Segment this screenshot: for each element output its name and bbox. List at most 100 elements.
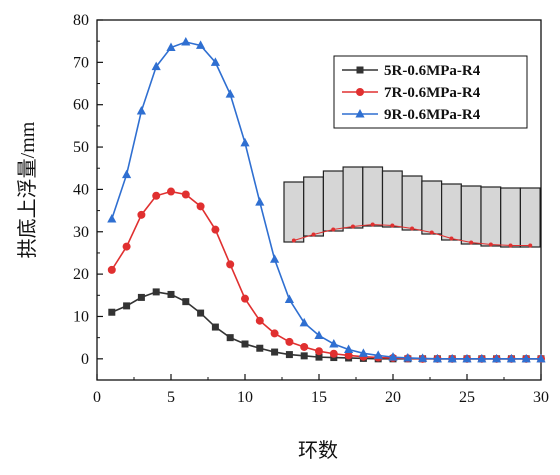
data-point — [107, 265, 116, 274]
data-point — [108, 308, 116, 316]
series-line — [111, 291, 541, 360]
data-point — [300, 342, 309, 351]
inset-segment — [283, 181, 305, 243]
inset-deformation-point — [469, 240, 474, 245]
x-tick-label: 15 — [311, 389, 327, 406]
data-point — [329, 339, 339, 348]
y-tick-label: 10 — [73, 308, 89, 325]
data-point — [226, 260, 235, 269]
x-tick-label: 10 — [237, 389, 253, 406]
legend-marker — [356, 66, 364, 74]
inset-segment — [480, 186, 502, 247]
data-point — [255, 316, 264, 325]
series-square — [108, 288, 545, 363]
data-point — [197, 309, 205, 317]
data-point — [137, 210, 146, 219]
data-point — [152, 288, 160, 296]
y-tick-label: 80 — [73, 12, 89, 29]
inset-segment — [381, 170, 403, 228]
data-point — [284, 294, 294, 304]
inset-segment — [401, 175, 423, 231]
inset-segment — [322, 170, 344, 232]
data-point — [344, 351, 353, 360]
x-tick-label: 5 — [167, 389, 175, 406]
data-point — [107, 214, 117, 223]
inset-segment — [303, 176, 325, 237]
data-point — [240, 137, 250, 147]
data-point — [256, 344, 264, 352]
inset-deformation-point — [508, 243, 513, 248]
data-point — [211, 225, 220, 234]
data-point — [315, 353, 323, 361]
y-tick-label: 50 — [73, 139, 89, 156]
data-point — [271, 348, 279, 356]
data-point — [388, 352, 398, 361]
data-point — [536, 353, 546, 363]
data-point — [462, 353, 472, 363]
inset-segment — [421, 180, 443, 235]
legend-marker — [355, 109, 365, 118]
legend: 5R-0.6MPa-R4 7R-0.6MPa-R4 9R-0.6MPa-R4 — [333, 55, 528, 129]
inset-deformation-point — [429, 230, 434, 235]
inset-deformation-point — [350, 224, 355, 229]
data-point — [447, 353, 457, 363]
y-tick-label: 20 — [73, 266, 89, 283]
data-point — [315, 347, 323, 356]
data-point — [270, 329, 279, 338]
x-tick-label: 20 — [385, 389, 401, 406]
data-point — [285, 337, 294, 346]
data-point — [492, 353, 502, 363]
y-tick-label: 30 — [73, 224, 89, 241]
x-axis-title: 环数 — [298, 439, 338, 462]
inset-segment — [500, 187, 522, 248]
inset-segment — [460, 185, 482, 245]
data-point — [210, 57, 220, 66]
data-point — [225, 89, 235, 98]
data-point — [167, 290, 175, 298]
inset-deformation-point — [528, 243, 533, 248]
inset-segment — [441, 183, 462, 241]
data-point — [123, 302, 131, 310]
y-tick-label: 0 — [81, 351, 89, 368]
inset-deformation-point — [331, 227, 336, 232]
data-point — [418, 353, 428, 362]
data-point — [270, 254, 280, 263]
data-point — [136, 106, 146, 115]
data-point — [122, 169, 132, 179]
x-tick-label: 0 — [93, 389, 101, 406]
data-point — [255, 197, 265, 206]
inset-deformation-point — [449, 236, 454, 241]
inset-segment — [362, 166, 384, 227]
inset-deformation-point — [370, 222, 375, 227]
data-point — [432, 353, 442, 363]
data-point — [329, 349, 338, 358]
data-point — [181, 37, 191, 46]
data-point — [506, 353, 516, 363]
data-point — [521, 353, 531, 363]
data-point — [226, 334, 234, 342]
legend-label: 7R-0.6MPa-R4 — [384, 85, 481, 101]
data-point — [300, 352, 308, 360]
data-point — [344, 344, 354, 354]
data-point — [241, 340, 249, 348]
inset-deformation-point — [390, 223, 395, 228]
data-point — [285, 351, 293, 359]
data-point — [151, 61, 161, 71]
x-tick-label: 30 — [533, 389, 549, 406]
data-point — [182, 298, 190, 306]
data-point — [181, 190, 190, 199]
data-point — [477, 353, 487, 363]
axes: 0 5 10 15 20 25 30 0 10 20 30 40 50 60 70 80 — [73, 12, 549, 406]
data-point — [211, 323, 219, 331]
inset-deformation-point — [488, 242, 493, 247]
y-tick-label: 60 — [73, 97, 89, 114]
y-tick-label: 70 — [73, 54, 89, 71]
data-point — [152, 191, 161, 200]
legend-label: 5R-0.6MPa-R4 — [384, 63, 481, 79]
legend-marker — [356, 88, 364, 96]
data-point — [196, 40, 206, 49]
data-point — [241, 294, 249, 303]
data-point — [314, 330, 324, 340]
series-triangle — [107, 37, 546, 363]
